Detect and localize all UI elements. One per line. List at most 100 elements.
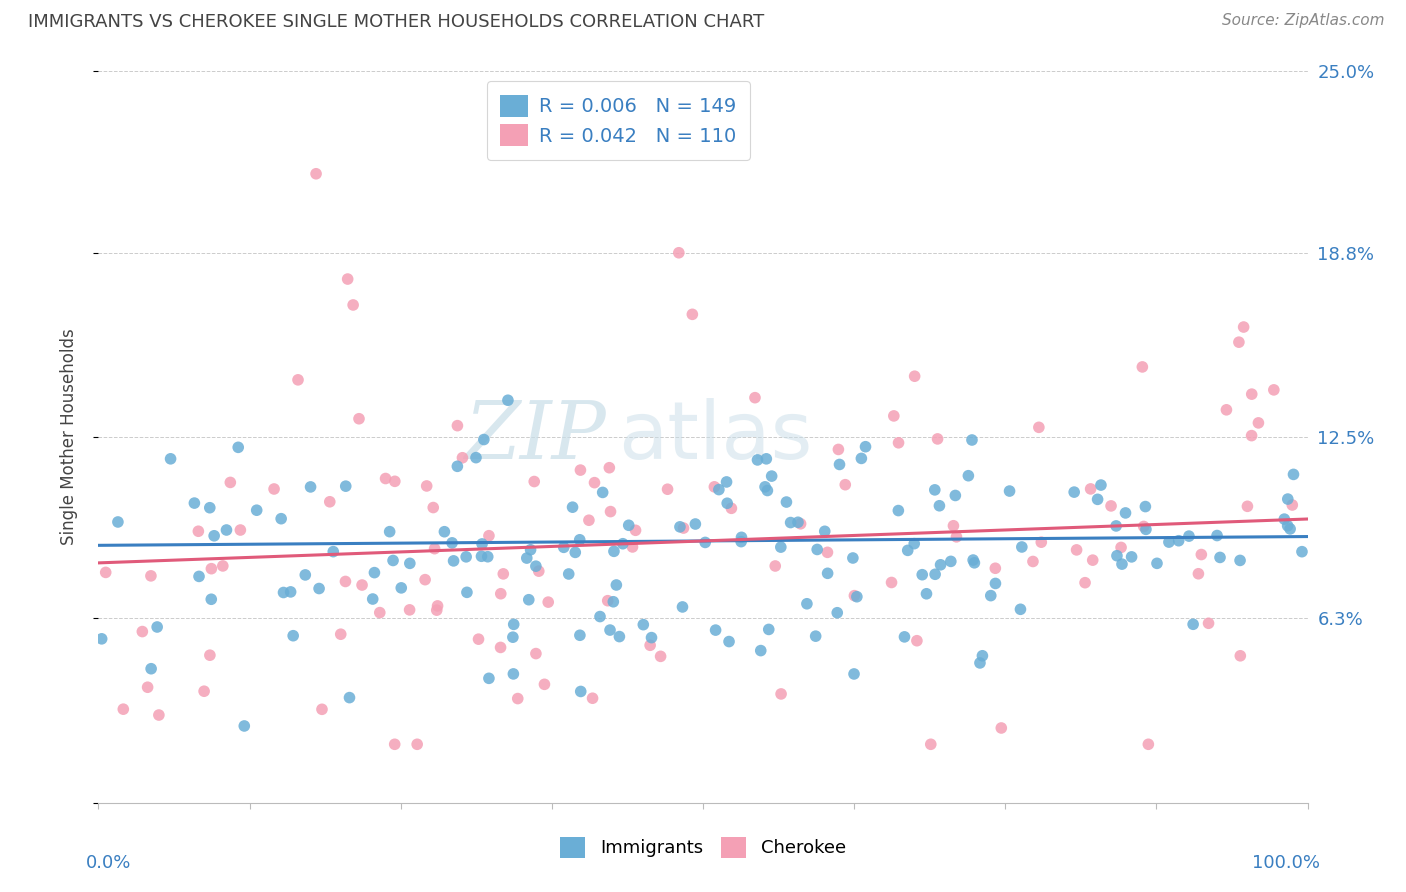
Point (398, 603, 420, 617)
Point (524, 559, 547, 574)
Point (671, 599, 693, 614)
Point (188, 569, 211, 583)
Point (187, 524, 209, 539)
Point (1090, 478, 1112, 492)
Point (806, 542, 828, 557)
Point (669, 520, 692, 534)
Point (478, 671, 501, 685)
Point (374, 471, 396, 485)
Point (283, 629, 305, 643)
Point (1099, 499, 1122, 513)
Point (929, 558, 952, 572)
Point (107, 515, 129, 529)
Point (1227, 335, 1250, 350)
Point (305, 167, 328, 181)
Point (226, 440, 249, 454)
Point (920, 737, 942, 751)
Point (319, 495, 342, 509)
Point (502, 630, 524, 644)
Point (980, 589, 1002, 603)
Point (335, 479, 357, 493)
Point (568, 533, 591, 547)
Point (148, 708, 170, 723)
Point (984, 561, 1007, 575)
Point (924, 483, 946, 497)
Point (887, 435, 910, 450)
Point (960, 433, 983, 447)
Point (640, 631, 662, 645)
Point (363, 566, 385, 580)
Point (112, 702, 135, 716)
Point (817, 566, 839, 581)
Point (1066, 542, 1088, 557)
Point (1240, 428, 1263, 442)
Point (478, 529, 501, 543)
Point (720, 501, 742, 516)
Point (603, 544, 626, 558)
Point (339, 690, 361, 705)
Point (441, 536, 464, 550)
Point (897, 543, 920, 558)
Point (489, 587, 512, 601)
Point (599, 505, 621, 519)
Point (311, 702, 333, 716)
Point (1182, 617, 1205, 632)
Point (94, 566, 117, 580)
Point (984, 576, 1007, 591)
Point (1063, 485, 1085, 500)
Point (633, 617, 655, 632)
Point (557, 566, 579, 581)
Point (915, 587, 938, 601)
Point (1105, 549, 1128, 563)
Point (229, 523, 252, 537)
Point (443, 554, 465, 568)
Point (844, 589, 866, 603)
Point (1167, 533, 1189, 548)
Point (406, 737, 429, 751)
Point (638, 638, 661, 652)
Point (347, 411, 370, 425)
Point (779, 516, 801, 530)
Point (730, 530, 752, 544)
Point (456, 549, 478, 564)
Point (1282, 467, 1305, 482)
Point (233, 719, 256, 733)
Point (90, 632, 112, 646)
Point (308, 582, 330, 596)
Point (855, 440, 877, 454)
Point (1291, 544, 1313, 558)
Point (1105, 519, 1128, 533)
Point (775, 495, 797, 509)
Text: 0.0%: 0.0% (86, 854, 132, 872)
Point (605, 578, 627, 592)
Point (704, 623, 727, 637)
Point (814, 524, 837, 539)
Point (294, 568, 316, 582)
Point (516, 551, 538, 566)
Point (969, 656, 991, 670)
Point (489, 640, 512, 655)
Point (716, 475, 738, 489)
Point (668, 245, 690, 260)
Point (200, 592, 222, 607)
Point (703, 480, 725, 494)
Point (834, 477, 856, 491)
Point (998, 484, 1021, 499)
Point (596, 593, 619, 607)
Point (924, 567, 946, 582)
Point (299, 480, 322, 494)
Point (945, 530, 967, 544)
Point (804, 629, 827, 643)
Point (506, 691, 529, 706)
Point (422, 500, 444, 515)
Point (131, 624, 153, 639)
Point (893, 630, 915, 644)
Y-axis label: Single Mother Households: Single Mother Households (59, 329, 77, 545)
Point (599, 623, 621, 637)
Point (426, 599, 449, 613)
Point (943, 488, 966, 502)
Point (744, 391, 766, 405)
Point (280, 585, 302, 599)
Point (1115, 506, 1137, 520)
Point (1028, 420, 1050, 434)
